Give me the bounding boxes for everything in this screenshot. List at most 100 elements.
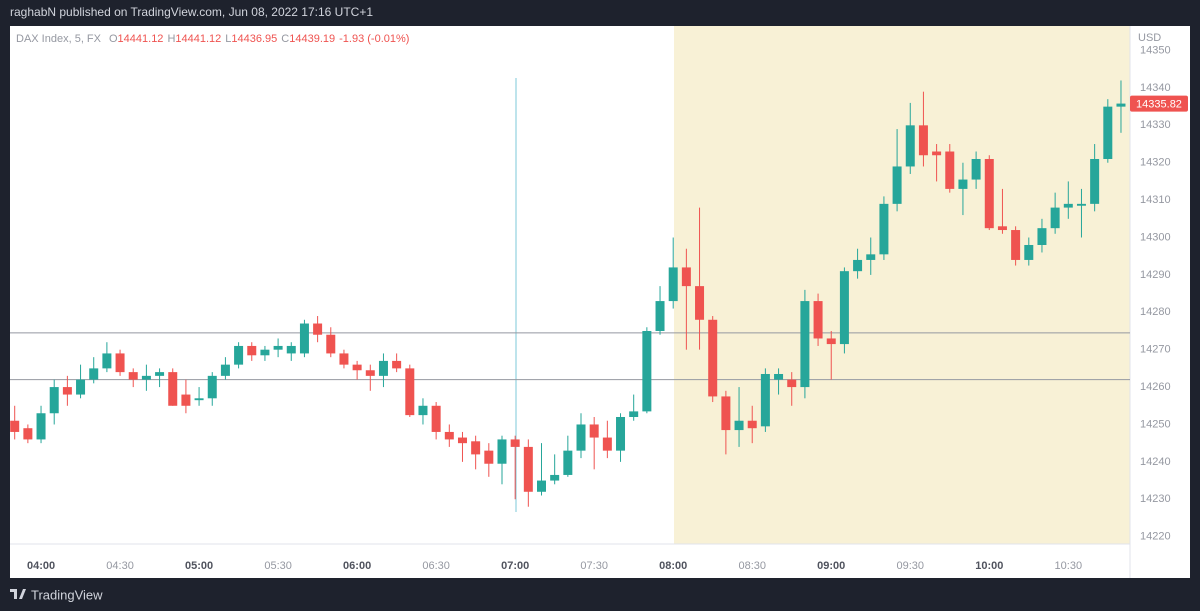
candle-body bbox=[352, 364, 362, 371]
x-tick-label: 10:30 bbox=[1055, 560, 1083, 572]
candle-body bbox=[905, 125, 915, 167]
legend-key: O bbox=[109, 33, 118, 45]
last-price-label: 14335.82 bbox=[1136, 98, 1182, 110]
candle-body bbox=[984, 158, 994, 229]
y-tick-label: 14330 bbox=[1140, 119, 1171, 131]
footer-brand: TradingView bbox=[31, 587, 103, 602]
legend-key: L bbox=[225, 33, 231, 45]
logo-icon bbox=[10, 589, 26, 599]
candle-body bbox=[299, 323, 309, 354]
candle-body bbox=[1076, 203, 1086, 206]
x-tick-label: 04:00 bbox=[27, 560, 55, 572]
candle-body bbox=[10, 420, 20, 432]
candle-body bbox=[234, 345, 244, 365]
x-tick-label: 08:00 bbox=[659, 560, 687, 572]
candle-body bbox=[892, 166, 902, 204]
candle-body bbox=[510, 439, 520, 447]
y-tick-label: 14240 bbox=[1140, 456, 1171, 468]
candle-body bbox=[444, 431, 454, 440]
candle-body bbox=[484, 450, 494, 464]
candle-body bbox=[655, 301, 665, 331]
y-tick-label: 14270 bbox=[1140, 344, 1171, 356]
candle-body bbox=[1090, 158, 1100, 204]
candle-body bbox=[550, 474, 560, 481]
candle-body bbox=[681, 267, 691, 287]
candle-body bbox=[629, 411, 639, 417]
y-tick-label: 14340 bbox=[1140, 82, 1171, 94]
currency-label: USD bbox=[1138, 32, 1161, 44]
legend-value: 14441.12 bbox=[118, 33, 164, 45]
candle-body bbox=[497, 439, 507, 464]
legend-symbol: DAX Index, 5, FX bbox=[16, 33, 102, 45]
candle-body bbox=[879, 203, 889, 255]
candle-body bbox=[734, 420, 744, 431]
candle-body bbox=[155, 372, 165, 376]
candle-body bbox=[576, 424, 586, 451]
candle-body bbox=[102, 353, 112, 369]
x-tick-label: 04:30 bbox=[106, 560, 134, 572]
candle-body bbox=[997, 226, 1007, 231]
candle-body bbox=[168, 372, 178, 406]
candle-body bbox=[141, 375, 151, 380]
plot bbox=[10, 80, 1130, 507]
candle-body bbox=[760, 373, 770, 427]
candle-body bbox=[589, 424, 599, 438]
candle-body bbox=[958, 179, 968, 189]
candle-body bbox=[1050, 207, 1060, 229]
last-price-tag bbox=[1130, 95, 1188, 112]
candle-body bbox=[813, 301, 823, 339]
x-tick-label: 10:00 bbox=[975, 560, 1003, 572]
y-tick-label: 14280 bbox=[1140, 306, 1171, 318]
x-tick-label: 08:30 bbox=[738, 560, 766, 572]
candle-body bbox=[128, 372, 138, 380]
candle-body bbox=[273, 345, 283, 350]
candle-body bbox=[23, 428, 33, 440]
y-tick-label: 14310 bbox=[1140, 194, 1171, 206]
x-tick-label: 05:00 bbox=[185, 560, 213, 572]
y-tick-label: 14350 bbox=[1140, 44, 1171, 56]
candle-body bbox=[721, 396, 731, 431]
candle-body bbox=[787, 379, 797, 388]
candle-body bbox=[326, 334, 336, 354]
candle-body bbox=[668, 267, 678, 302]
candle-body bbox=[418, 405, 428, 416]
candle-body bbox=[523, 446, 533, 492]
candle-body bbox=[405, 368, 415, 416]
x-tick-label: 07:00 bbox=[501, 560, 529, 572]
candle-body bbox=[36, 413, 46, 440]
candle-body bbox=[945, 151, 955, 189]
candle-body bbox=[866, 254, 876, 260]
header-text: raghabN published on TradingView.com, Ju… bbox=[10, 5, 373, 19]
candle-body bbox=[89, 368, 99, 380]
candle-body bbox=[616, 416, 626, 451]
candle-body bbox=[194, 398, 204, 401]
candle-body bbox=[1116, 103, 1126, 107]
legend-key: H bbox=[167, 33, 175, 45]
candle-body bbox=[115, 353, 125, 373]
candle-body bbox=[62, 387, 72, 395]
y-tick-label: 14230 bbox=[1140, 493, 1171, 505]
x-tick-label: 06:30 bbox=[422, 560, 450, 572]
candle-body bbox=[457, 437, 467, 444]
candle-body bbox=[378, 360, 388, 376]
candle-body bbox=[537, 480, 546, 492]
legend-key: C bbox=[281, 33, 289, 45]
candle-body bbox=[286, 345, 296, 354]
candle-body bbox=[853, 259, 863, 272]
candle-body bbox=[1037, 228, 1047, 245]
candle-body bbox=[774, 373, 784, 380]
session-highlight bbox=[674, 26, 1130, 544]
candle-body bbox=[220, 364, 230, 376]
candle-body bbox=[747, 420, 757, 429]
candle-body bbox=[1103, 106, 1113, 159]
candle-body bbox=[563, 450, 573, 475]
candle-body bbox=[260, 349, 270, 356]
candle-body bbox=[471, 441, 481, 455]
candle-body bbox=[800, 301, 810, 388]
legend-value: 14441.12 bbox=[175, 33, 221, 45]
candle-body bbox=[1063, 203, 1073, 208]
legend: DAX Index, 5, FX O14441.12 H14441.12 L14436… bbox=[16, 33, 409, 45]
candle-body bbox=[602, 437, 612, 451]
candle-body bbox=[932, 151, 942, 156]
